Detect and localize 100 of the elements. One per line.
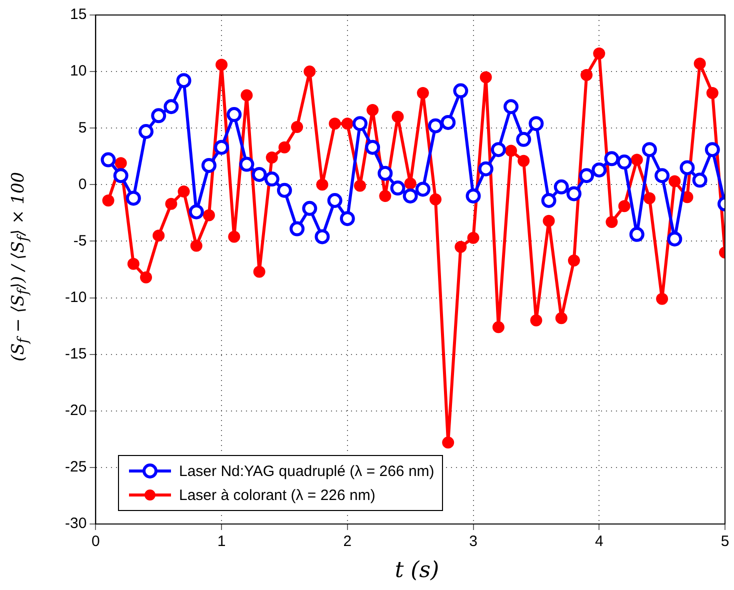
point — [264, 172, 280, 187]
point — [327, 193, 342, 208]
point — [580, 68, 593, 81]
point — [202, 209, 215, 222]
point — [266, 152, 278, 164]
point — [404, 178, 416, 190]
point — [314, 229, 330, 244]
point — [165, 198, 178, 210]
y-tick-label: 10 — [70, 62, 87, 80]
y-tick-label: -20 — [64, 402, 87, 420]
legend-label: Laser Nd:YAG quadruplé (λ = 266 nm) — [179, 462, 434, 480]
point — [290, 221, 305, 236]
y-tick-label: -30 — [64, 515, 87, 532]
point — [453, 83, 468, 98]
x-axis-title: t (s) — [394, 558, 440, 583]
point — [454, 240, 467, 253]
point — [402, 188, 418, 204]
point — [354, 180, 366, 192]
point — [516, 132, 532, 147]
point — [114, 157, 127, 170]
point — [252, 166, 267, 182]
point — [152, 230, 165, 242]
point — [554, 179, 569, 194]
point — [442, 436, 454, 449]
point — [201, 158, 216, 173]
point — [164, 99, 179, 114]
y-tick-label: -25 — [64, 458, 87, 476]
point — [618, 200, 630, 212]
point — [291, 120, 304, 133]
point — [276, 182, 292, 198]
x-tick-label: 2 — [343, 533, 352, 550]
point — [138, 124, 154, 140]
point — [226, 107, 242, 122]
point — [654, 168, 670, 184]
x-tick-label: 1 — [217, 533, 226, 550]
point — [140, 271, 152, 284]
point — [428, 118, 444, 134]
x-tick-label: 4 — [594, 533, 604, 550]
point — [467, 232, 480, 244]
point — [415, 182, 430, 197]
x-tick-label: 5 — [720, 533, 730, 550]
point — [253, 266, 266, 278]
point — [542, 214, 555, 227]
point — [642, 142, 657, 158]
point — [190, 240, 202, 252]
point — [328, 118, 341, 130]
point — [228, 230, 240, 243]
point — [704, 142, 720, 158]
point — [316, 178, 328, 191]
x-tick-label: 3 — [469, 533, 478, 550]
point — [656, 292, 668, 305]
point — [530, 314, 542, 326]
point — [430, 193, 442, 206]
point — [365, 140, 380, 155]
point — [692, 172, 708, 188]
point — [504, 99, 519, 114]
point — [694, 58, 706, 70]
point — [681, 191, 694, 204]
point — [440, 114, 456, 130]
point — [478, 161, 494, 176]
point — [151, 108, 166, 124]
point — [126, 190, 141, 206]
point — [100, 152, 116, 168]
point — [278, 141, 290, 154]
y-tick-label: 0 — [78, 176, 87, 193]
point — [466, 188, 481, 204]
point — [178, 185, 190, 198]
point — [604, 151, 620, 166]
point — [492, 321, 504, 334]
point — [490, 142, 506, 158]
point — [216, 58, 228, 71]
y-tick-label: 5 — [78, 119, 87, 136]
y-tick-label: 15 — [70, 6, 87, 24]
point — [390, 180, 406, 196]
point — [366, 104, 379, 116]
point — [555, 312, 568, 324]
point — [668, 175, 681, 188]
point — [378, 166, 393, 181]
point — [706, 87, 718, 100]
point — [505, 144, 518, 157]
point — [416, 87, 429, 100]
point — [341, 118, 354, 130]
point — [616, 154, 632, 170]
point — [214, 140, 230, 155]
point — [568, 254, 580, 266]
y-tick-label: -5 — [73, 232, 87, 250]
point — [541, 193, 556, 208]
point — [480, 71, 492, 84]
point — [680, 160, 695, 176]
point — [304, 66, 316, 78]
point — [102, 194, 114, 206]
point — [176, 73, 192, 88]
point — [340, 211, 355, 226]
y-tick-label: -15 — [64, 345, 87, 362]
x-tick-label: 0 — [92, 533, 100, 550]
point — [113, 168, 128, 184]
point — [379, 190, 392, 202]
legend-label: Laser à colorant (λ = 226 nm) — [179, 486, 376, 504]
point — [127, 258, 140, 270]
point — [188, 204, 204, 220]
